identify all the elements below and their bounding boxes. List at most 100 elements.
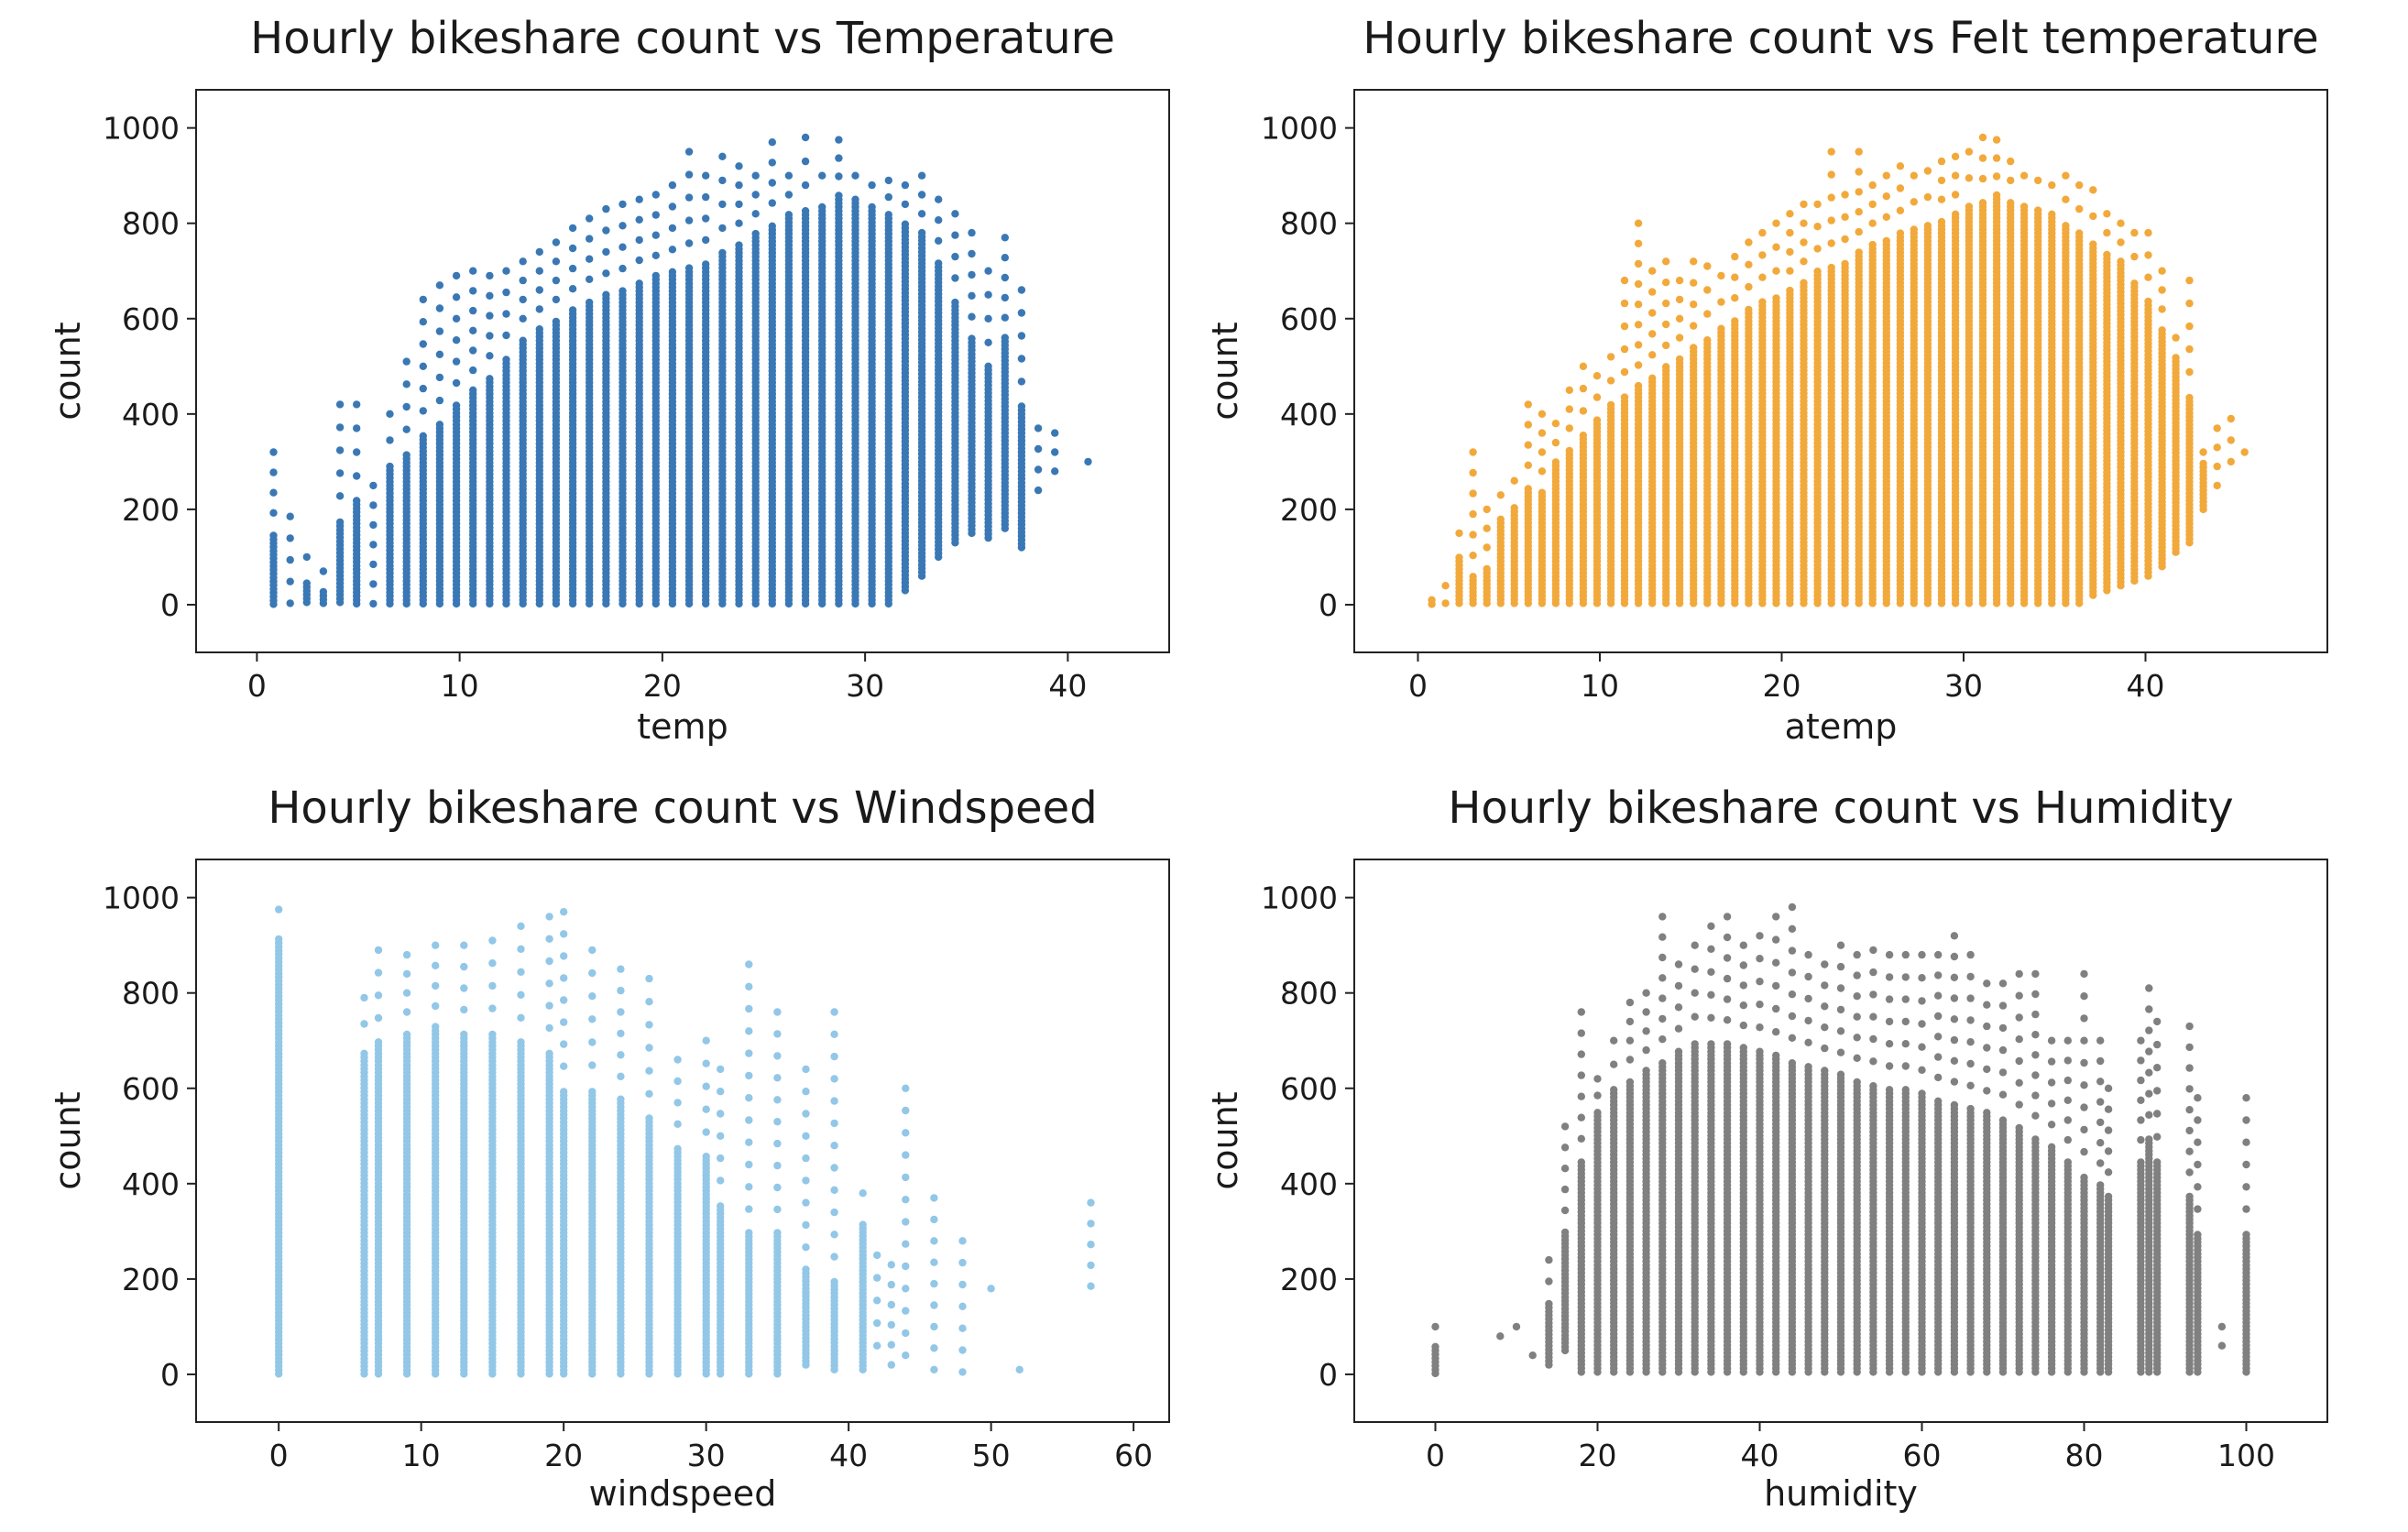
data-point — [1813, 245, 1822, 253]
data-point — [469, 267, 477, 275]
data-point — [1703, 286, 1712, 294]
data-point — [1017, 286, 1026, 294]
data-point — [951, 231, 959, 239]
data-point — [934, 195, 943, 203]
data-point — [552, 238, 561, 246]
data-point — [519, 257, 527, 266]
data-point — [884, 211, 892, 219]
data-point — [1001, 234, 1010, 242]
data-point — [1496, 515, 1505, 523]
data-point — [586, 255, 594, 263]
data-point — [369, 599, 378, 608]
data-point — [335, 518, 345, 527]
data-point — [684, 170, 694, 179]
data-point — [1634, 341, 1643, 349]
x-axis-label: atemp — [1785, 706, 1898, 747]
data-point — [353, 497, 361, 505]
data-point — [319, 567, 328, 575]
data-point — [1717, 271, 1725, 280]
data-point — [951, 298, 959, 307]
data-point — [1648, 374, 1657, 382]
data-point — [269, 468, 278, 476]
data-point — [1662, 299, 1670, 308]
data-point — [951, 252, 959, 261]
data-point — [335, 400, 345, 409]
data-point — [535, 267, 543, 275]
data-point — [1634, 239, 1643, 247]
data-point — [469, 366, 477, 375]
data-point — [1662, 341, 1670, 350]
data-point — [1034, 424, 1043, 432]
data-point — [1634, 361, 1643, 369]
data-point — [586, 298, 594, 307]
data-point — [651, 251, 660, 259]
y-tick-label: 200 — [122, 492, 180, 528]
data-point — [1441, 599, 1450, 607]
data-point — [302, 579, 311, 587]
data-point — [419, 384, 427, 393]
data-point — [435, 327, 444, 335]
data-point — [535, 286, 543, 294]
data-point — [402, 425, 410, 433]
data-point — [1772, 294, 1780, 302]
data-point — [369, 520, 378, 530]
panel-felt-temperature: Hourly bikeshare count vs Felt temperatu… — [1205, 13, 2328, 747]
data-point — [353, 472, 361, 480]
data-point — [1648, 288, 1657, 296]
data-point — [968, 228, 976, 237]
data-points — [1428, 133, 2249, 608]
data-point — [751, 191, 760, 199]
data-point — [452, 293, 461, 301]
data-point — [386, 436, 394, 444]
data-point — [635, 256, 643, 265]
data-point — [1648, 267, 1657, 275]
data-point — [768, 159, 776, 167]
data-point — [651, 211, 660, 219]
data-point — [502, 288, 510, 297]
data-point — [1703, 336, 1712, 345]
data-point — [1786, 267, 1794, 275]
data-point — [1455, 529, 1463, 538]
data-point — [1001, 273, 1010, 282]
data-point — [1469, 573, 1477, 581]
data-point — [702, 192, 710, 202]
data-point — [486, 291, 494, 300]
data-point — [452, 271, 461, 280]
data-point — [1800, 238, 1808, 246]
data-point — [1051, 448, 1059, 456]
data-point — [635, 195, 643, 203]
data-point — [502, 267, 510, 275]
data-point — [269, 448, 278, 456]
data-point — [552, 257, 561, 266]
data-point — [286, 534, 294, 542]
data-point — [968, 291, 976, 300]
data-point — [586, 235, 594, 243]
data-point — [1813, 223, 1822, 231]
data-point — [718, 248, 727, 257]
data-point — [369, 580, 378, 588]
data-point — [668, 181, 677, 190]
data-point — [1620, 345, 1629, 354]
data-point — [735, 200, 743, 209]
data-point — [1813, 200, 1822, 209]
data-point — [419, 362, 427, 370]
data-point — [1551, 438, 1560, 447]
data-point — [818, 171, 826, 180]
data-point — [519, 295, 527, 304]
data-point — [768, 138, 776, 147]
data-point — [1662, 257, 1670, 266]
data-point — [1034, 486, 1043, 495]
data-point — [1662, 279, 1670, 287]
data-point — [602, 247, 610, 257]
data-point — [1813, 268, 1822, 276]
data-point — [684, 216, 694, 224]
data-point — [369, 560, 378, 569]
data-point — [884, 176, 892, 185]
data-point — [1483, 524, 1491, 532]
data-point — [568, 285, 577, 293]
data-point — [353, 424, 361, 432]
data-point — [1772, 267, 1780, 275]
data-point — [868, 202, 876, 212]
data-point — [1524, 461, 1533, 469]
data-point — [951, 210, 959, 218]
